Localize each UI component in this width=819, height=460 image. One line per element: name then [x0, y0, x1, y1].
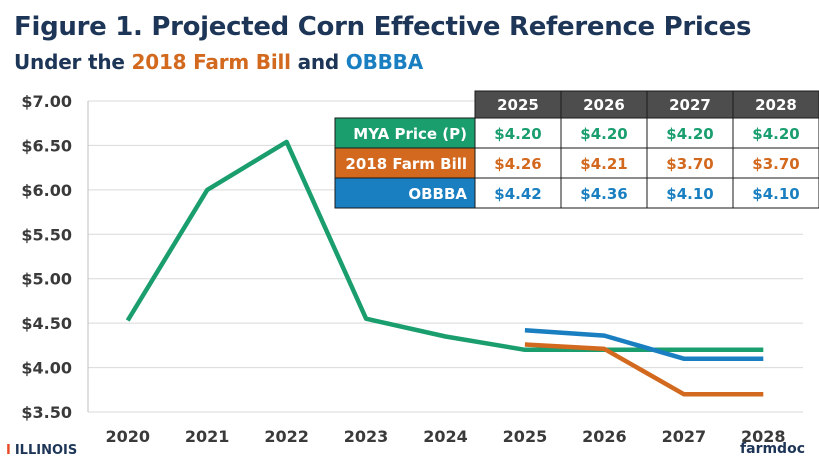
series-line [524, 342, 764, 397]
table-cell [732, 147, 819, 179]
illinois-logo-text: ILLINOIS [14, 443, 78, 458]
x-tick-label: 2025 [503, 427, 548, 446]
table-cell [732, 117, 819, 149]
table-cell [474, 147, 562, 179]
y-tick-label: $4.00 [21, 359, 72, 378]
table-header-label: 2028 [755, 96, 797, 114]
table-cell [646, 147, 734, 179]
table-header-cell [560, 90, 648, 119]
farmdoc-logo: farmdoc [740, 441, 805, 457]
table-cell-value: $4.26 [494, 155, 541, 173]
table-cell [474, 177, 562, 209]
chart-subtitle: Under the 2018 Farm Bill and OBBBA [14, 50, 423, 74]
table-cell [646, 177, 734, 209]
y-tick-label: $6.50 [21, 136, 72, 155]
table-header-label: 2027 [669, 96, 711, 114]
table-cell [560, 117, 648, 149]
table-cell-value: $4.21 [580, 155, 627, 173]
table-cell-value: $4.42 [494, 185, 541, 203]
table-cell-value: $4.20 [580, 125, 627, 143]
chart-title: Figure 1. Projected Corn Effective Refer… [14, 12, 752, 42]
table-row-label-cell [334, 147, 476, 179]
illinois-i-icon: I [6, 443, 11, 458]
subtitle-prefix: Under the [14, 50, 132, 74]
table-header-cell [474, 90, 562, 119]
subtitle-and: and [290, 50, 346, 74]
x-tick-label: 2026 [582, 427, 627, 446]
x-tick-label: 2023 [344, 427, 389, 446]
x-tick-label: 2024 [423, 427, 468, 446]
table-cell-value: $3.70 [752, 155, 799, 173]
series-line [524, 328, 764, 361]
table-cell-value: $4.20 [752, 125, 799, 143]
y-tick-label: $6.00 [21, 181, 72, 200]
subtitle-farm-bill: 2018 Farm Bill [131, 50, 291, 74]
table-cell [560, 177, 648, 209]
table-cell-value: $4.20 [494, 125, 541, 143]
x-tick-label: 2020 [105, 427, 150, 446]
table-cell-value: $3.70 [666, 155, 713, 173]
y-tick-label: $3.50 [21, 403, 72, 422]
table-header-label: 2026 [583, 96, 625, 114]
table-cell [646, 117, 734, 149]
table-header-cell [732, 90, 819, 119]
x-tick-label: 2028 [741, 427, 786, 446]
table-cell [474, 117, 562, 149]
table-row-label: OBBBA [408, 185, 467, 203]
x-tick-label: 2027 [662, 427, 707, 446]
table-cell-value: $4.10 [666, 185, 713, 203]
y-tick-label: $7.00 [21, 92, 72, 111]
y-tick-label: $4.50 [21, 314, 72, 333]
y-tick-label: $5.50 [21, 225, 72, 244]
subtitle-obbba: OBBBA [345, 50, 424, 74]
table-cell-value: $4.20 [666, 125, 713, 143]
table-row-label: MYA Price (P) [353, 125, 467, 143]
table-cell-value: $4.10 [752, 185, 799, 203]
y-tick-label: $5.00 [21, 270, 72, 289]
table-cell [560, 147, 648, 179]
table-header-label: 2025 [497, 96, 539, 114]
table-cell [732, 177, 819, 209]
illinois-logo: I ILLINOIS [6, 443, 77, 458]
x-tick-label: 2022 [264, 427, 309, 446]
x-tick-label: 2021 [185, 427, 230, 446]
table-row-label: 2018 Farm Bill [345, 155, 467, 173]
table-cell-value: $4.36 [580, 185, 627, 203]
